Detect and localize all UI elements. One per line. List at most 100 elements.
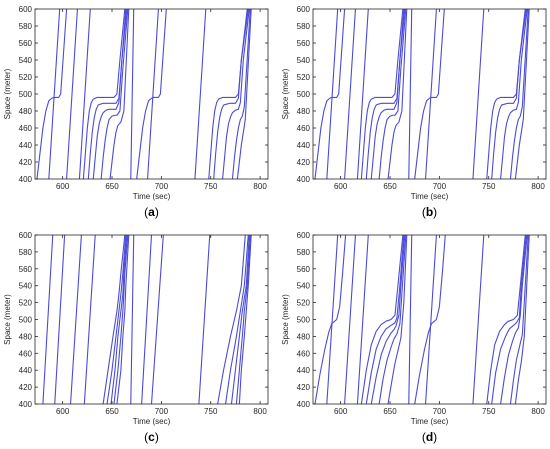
vehicle-trajectory-17 xyxy=(231,9,251,179)
y-tick-label: 580 xyxy=(297,22,311,31)
y-tick-label: 500 xyxy=(19,316,33,325)
y-tick-label: 600 xyxy=(19,5,33,14)
vehicle-trajectory-17 xyxy=(509,9,529,179)
y-tick-label: 460 xyxy=(19,349,33,358)
vehicle-trajectory-9 xyxy=(109,9,130,179)
vehicle-trajectory-18 xyxy=(514,9,530,179)
panel-caption: (b) xyxy=(422,205,437,219)
chart-panel-d: 600 650 700 750 800 400 420 440 460 480 500 520 540 5… xyxy=(281,231,547,444)
vehicle-trajectory-10 xyxy=(130,235,135,404)
vehicle-trajectory-18 xyxy=(238,235,252,404)
vehicle-trajectory-13 xyxy=(472,9,485,179)
x-tick-label: 800 xyxy=(253,407,267,416)
y-tick-label: 480 xyxy=(297,107,311,116)
plot-area-frame xyxy=(312,234,547,405)
vehicle-trajectory-15 xyxy=(213,9,249,179)
panel-caption: (a) xyxy=(144,205,159,219)
y-tick-label: 420 xyxy=(297,158,311,167)
y-tick-label: 400 xyxy=(19,175,33,184)
y-tick-label: 600 xyxy=(19,231,33,240)
chart-panel-b: 600 650 700 750 800 400 420 440 460 480 500 520 540 5… xyxy=(281,5,547,219)
y-tick-label: 460 xyxy=(297,349,311,358)
y-tick-label: 420 xyxy=(19,383,33,392)
vehicle-trajectory-1 xyxy=(42,235,54,404)
y-tick-label: 580 xyxy=(19,248,33,257)
y-tick-label: 580 xyxy=(297,248,311,257)
y-tick-label: 460 xyxy=(19,124,33,133)
trajectory-group xyxy=(42,235,252,404)
chart-panel-c: 600 650 700 750 800 400 420 440 460 480 500 520 540 5… xyxy=(3,231,269,444)
vehicle-trajectory-5 xyxy=(360,9,404,179)
panel-caption: (d) xyxy=(422,430,437,444)
vehicle-trajectory-7 xyxy=(370,9,406,179)
x-tick-label: 600 xyxy=(56,182,70,191)
y-tick-label: 480 xyxy=(19,107,33,116)
y-tick-label: 500 xyxy=(297,316,311,325)
vehicle-trajectory-14 xyxy=(208,9,248,179)
vehicle-trajectory-6 xyxy=(87,9,127,179)
vehicle-trajectory-3 xyxy=(344,9,356,179)
vehicle-trajectory-2 xyxy=(326,9,339,179)
y-tick-label: 560 xyxy=(19,39,33,48)
vehicle-trajectory-6 xyxy=(365,235,405,404)
x-tick-label: 700 xyxy=(155,182,169,191)
y-tick-label: 400 xyxy=(297,400,311,409)
y-tick-label: 400 xyxy=(19,400,33,409)
y-tick-label: 540 xyxy=(297,282,311,291)
x-tick-label: 800 xyxy=(531,407,545,416)
vehicle-trajectory-7 xyxy=(110,235,128,404)
vehicle-trajectory-6 xyxy=(106,235,127,404)
vehicle-trajectory-8 xyxy=(378,9,407,179)
vehicle-trajectory-2 xyxy=(54,235,66,404)
vehicle-trajectory-4 xyxy=(356,9,369,179)
plot-area-frame xyxy=(312,8,547,180)
vehicle-trajectory-9 xyxy=(116,235,130,404)
y-tick-label: 560 xyxy=(19,265,33,274)
vehicle-trajectory-5 xyxy=(102,235,126,404)
x-axis-title: Time (sec) xyxy=(133,417,171,426)
vehicle-trajectory-7 xyxy=(370,235,406,404)
y-axis-title: Space (meter) xyxy=(281,68,290,119)
vehicle-trajectory-4 xyxy=(78,9,91,179)
vehicle-trajectory-15 xyxy=(225,235,249,404)
vehicle-trajectory-7 xyxy=(92,9,128,179)
vehicle-trajectory-11 xyxy=(136,9,167,179)
vehicle-trajectory-5 xyxy=(82,9,126,179)
chart-panel-a: 600 650 700 750 800 400 420 440 460 480 500 520 540 5… xyxy=(3,5,269,219)
x-tick-label: 700 xyxy=(433,407,447,416)
vehicle-trajectory-12 xyxy=(147,9,159,179)
x-tick-label: 700 xyxy=(433,182,447,191)
vehicle-trajectory-8 xyxy=(100,9,129,179)
vehicle-trajectory-3 xyxy=(66,9,78,179)
vehicle-trajectory-3 xyxy=(69,235,82,404)
plot-area-frame xyxy=(34,234,269,405)
y-tick-label: 540 xyxy=(297,56,311,65)
x-tick-label: 700 xyxy=(155,407,169,416)
x-tick-label: 750 xyxy=(204,182,218,191)
vehicle-trajectory-12 xyxy=(425,9,437,179)
vehicle-trajectory-4 xyxy=(83,235,96,404)
x-tick-label: 600 xyxy=(56,407,70,416)
vehicle-trajectory-8 xyxy=(378,235,407,404)
vehicle-trajectory-15 xyxy=(491,235,527,404)
y-tick-label: 440 xyxy=(19,366,33,375)
vehicle-trajectory-4 xyxy=(356,235,369,404)
vehicle-trajectory-12 xyxy=(425,235,437,404)
vehicle-trajectory-15 xyxy=(491,9,527,179)
vehicle-trajectory-13 xyxy=(194,9,207,179)
vehicle-trajectory-1 xyxy=(36,9,68,179)
y-tick-label: 500 xyxy=(19,90,33,99)
y-tick-label: 500 xyxy=(297,90,311,99)
y-axis-title: Space (meter) xyxy=(281,294,290,345)
vehicle-trajectory-1 xyxy=(314,9,346,179)
x-tick-label: 600 xyxy=(334,182,348,191)
vehicle-trajectory-18 xyxy=(236,9,252,179)
x-tick-label: 800 xyxy=(253,182,267,191)
vehicle-trajectory-2 xyxy=(48,9,61,179)
vehicle-trajectory-2 xyxy=(326,235,339,404)
x-axis-title: Time (sec) xyxy=(133,192,171,201)
y-axis-title: Space (meter) xyxy=(3,68,12,119)
vehicle-trajectory-16 xyxy=(500,9,528,179)
y-tick-label: 440 xyxy=(297,141,311,150)
y-tick-label: 560 xyxy=(297,39,311,48)
